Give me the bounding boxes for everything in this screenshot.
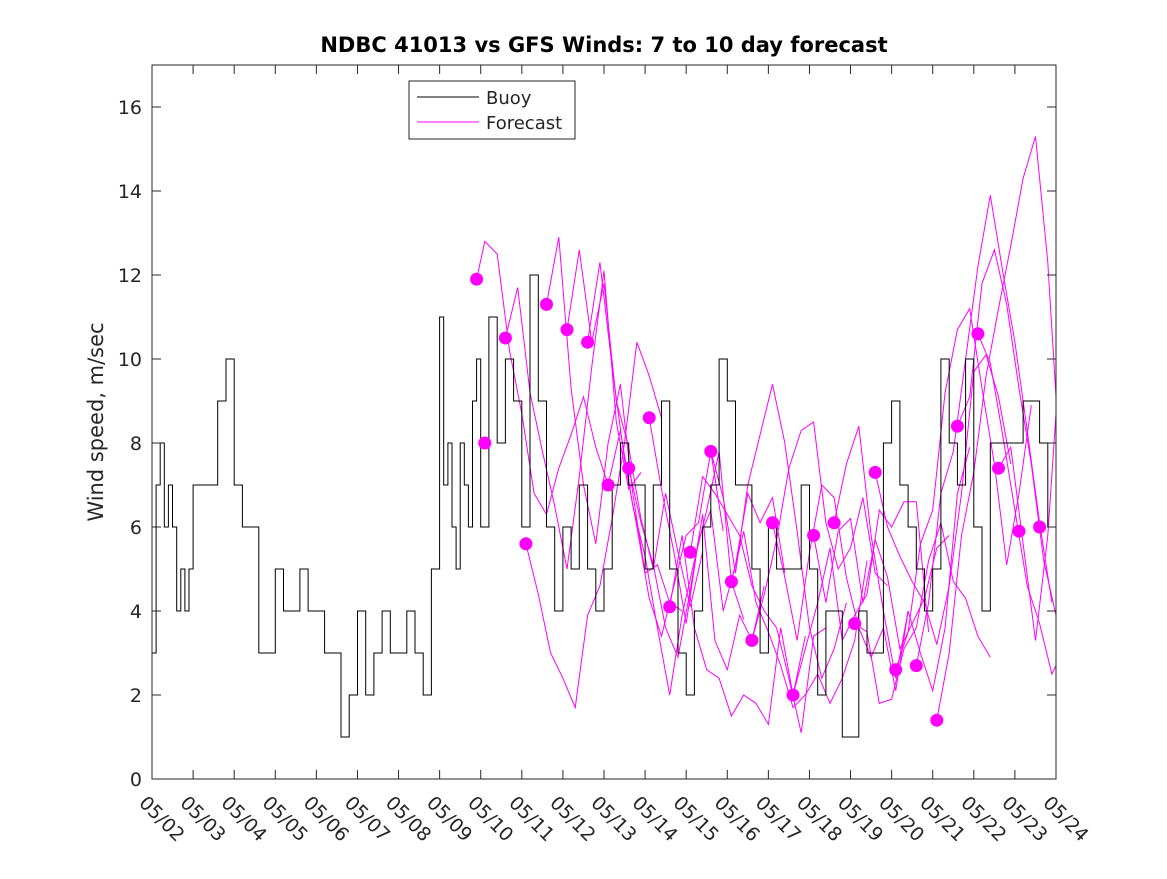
legend-label-forecast: Forecast [486,113,562,134]
forecast-marker [642,411,656,425]
forecast-run-line-2 [525,342,662,710]
forecast-marker [724,575,738,589]
forecast-marker [992,461,1005,475]
buoy-series-layer [152,274,1056,738]
legend-label-buoy: Buoy [486,88,532,109]
forecast-marker [663,600,677,614]
forecast-run-line-19 [874,353,1012,645]
y-tick-label: 10 [118,349,142,371]
y-axis: 0 2 4 6 8 10 12 14 16 [118,97,1056,791]
forecast-run-line-22 [936,136,1057,721]
forecast-run-line-6 [607,430,745,696]
forecast-marker [560,323,574,337]
forecast-run-line-24 [977,333,1057,676]
y-tick-label: 6 [130,517,142,539]
forecast-marker [868,465,882,479]
forecast-marker [601,478,615,492]
forecast-run-line-9 [669,535,806,726]
forecast-run-line-25 [998,413,1057,641]
y-tick-label: 2 [130,685,142,707]
forecast-run-line-13 [751,421,888,641]
forecast-run-line-11 [710,384,847,680]
buoy-series-line [152,274,1056,738]
forecast-marker [498,331,512,345]
forecast-run-line-14 [772,483,909,691]
forecast-run-line-3 [546,237,683,612]
forecast-marker [909,659,923,673]
forecast-run-line-16 [813,517,950,651]
forecast-marker [622,461,636,475]
forecast-marker [807,528,821,542]
forecast-run-line-17 [833,426,971,693]
forecast-marker [1012,524,1026,538]
forecast-series-layer [476,136,1057,733]
forecast-marker [704,444,718,458]
forecast-marker [786,688,800,702]
forecast-marker [1033,520,1047,534]
y-tick-label: 14 [118,181,142,203]
y-tick-label: 12 [118,265,142,287]
forecast-marker [581,335,595,349]
forecast-marker [540,297,553,311]
forecast-run-line-18 [854,520,991,705]
y-tick-label: 4 [130,601,142,623]
forecast-run-line-1 [504,270,642,570]
forecast-marker [519,537,533,551]
forecast-marker [766,516,779,530]
forecast-marker [478,436,492,450]
forecast-run-line-10 [689,475,827,733]
legend-box [408,80,576,140]
forecast-marker [889,663,903,677]
forecast-marker [971,327,985,341]
forecast-run-line-15 [792,501,930,696]
forecast-marker [745,633,759,647]
y-tick-label: 16 [118,97,142,119]
forecast-run-line-20 [895,307,1032,670]
forecast-marker [930,713,944,727]
y-axis-label: Wind speed, m/sec [84,322,108,521]
y-tick-label: 8 [130,433,142,455]
forecast-run-line-0 [476,240,609,516]
forecast-run-line-8 [648,417,786,624]
forecast-marker [470,272,484,286]
forecast-marker [683,545,697,559]
forecast-marker-layer [470,272,1047,727]
forecast-run-line-21 [915,195,1053,666]
legend: Buoy Forecast [408,80,576,140]
plot-area [152,65,1056,779]
y-tick-label: 0 [130,769,142,791]
forecast-marker [848,617,862,631]
chart-title: NDBC 41013 vs GFS Winds: 7 to 10 day for… [320,33,887,57]
forecast-run-line-12 [730,531,868,709]
forecast-marker [827,516,841,530]
forecast-marker [950,419,964,433]
